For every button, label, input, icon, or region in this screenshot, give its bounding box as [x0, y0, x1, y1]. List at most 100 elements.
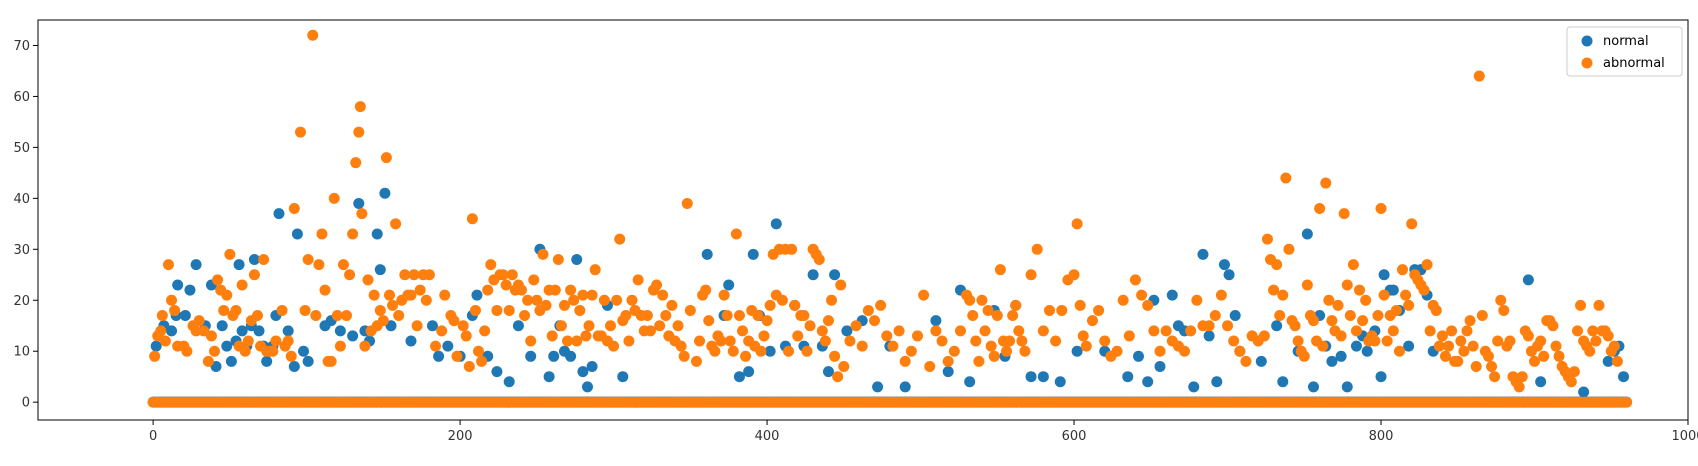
- abnormal-point: [399, 269, 411, 281]
- abnormal-point: [1433, 340, 1445, 352]
- normal-point: [1350, 340, 1362, 352]
- normal-point: [1223, 269, 1235, 281]
- abnormal-point: [675, 340, 687, 352]
- normal-point: [288, 360, 300, 372]
- abnormal-point: [1093, 304, 1105, 316]
- abnormal-point: [1568, 366, 1580, 378]
- abnormal-point: [1307, 315, 1319, 327]
- x-tick-label: 600: [1062, 429, 1087, 444]
- abnormal-point: [307, 29, 319, 41]
- normal-point: [1255, 355, 1267, 367]
- abnormal-point: [451, 350, 463, 362]
- abnormal-point: [1031, 243, 1043, 255]
- abnormal-point: [1529, 355, 1541, 367]
- abnormal-point: [1274, 310, 1286, 322]
- abnormal-point: [276, 304, 288, 316]
- normal-point: [405, 335, 417, 347]
- abnormal-point: [657, 289, 669, 301]
- abnormal-point: [190, 325, 202, 337]
- abnormal-point: [1037, 325, 1049, 337]
- normal-point: [548, 350, 560, 362]
- normal-point: [571, 253, 583, 265]
- abnormal-point: [589, 264, 601, 276]
- normal-point: [216, 320, 228, 332]
- abnormal-point: [1298, 350, 1310, 362]
- abnormal-point: [724, 335, 736, 347]
- abnormal-point: [1289, 320, 1301, 332]
- normal-point: [442, 340, 454, 352]
- abnormal-point: [1470, 360, 1482, 372]
- abnormal-point: [930, 325, 942, 337]
- normal-point: [291, 228, 303, 240]
- abnormal-point: [344, 269, 356, 281]
- abnormal-point: [1476, 310, 1488, 322]
- abnormal-point: [380, 152, 392, 164]
- abnormal-point: [899, 355, 911, 367]
- abnormal-point: [733, 310, 745, 322]
- abnormal-point: [1347, 259, 1359, 271]
- x-tick-label: 200: [448, 429, 473, 444]
- abnormal-point: [1357, 315, 1369, 327]
- abnormal-point: [466, 213, 478, 225]
- abnormal-point: [1222, 320, 1234, 332]
- abnormal-point: [316, 228, 328, 240]
- abnormal-point: [387, 299, 399, 311]
- abnormal-point: [341, 310, 353, 322]
- normal-point: [1229, 310, 1241, 322]
- abnormal-point: [356, 208, 368, 220]
- normal-point: [822, 366, 834, 378]
- abnormal-point: [1258, 330, 1270, 342]
- abnormal-point: [605, 320, 617, 332]
- abnormal-point: [1439, 350, 1451, 362]
- abnormal-point: [282, 335, 294, 347]
- normal-point: [491, 366, 503, 378]
- normal-point: [371, 228, 383, 240]
- y-tick-label: 0: [22, 396, 30, 411]
- abnormal-point: [911, 330, 923, 342]
- abnormal-point: [1461, 325, 1473, 337]
- abnormal-point: [1553, 350, 1565, 362]
- abnormal-point: [294, 126, 306, 138]
- abnormal-point: [485, 259, 497, 271]
- abnormal-point: [337, 259, 349, 271]
- abnormal-point: [1209, 310, 1221, 322]
- abnormal-point: [169, 304, 181, 316]
- abnormal-point: [1406, 218, 1418, 230]
- abnormal-point: [1099, 335, 1111, 347]
- abnormal-point: [568, 294, 580, 306]
- abnormal-point: [973, 355, 985, 367]
- abnormal-point: [641, 310, 653, 322]
- abnormal-point: [838, 360, 850, 372]
- abnormal-point: [924, 360, 936, 372]
- abnormal-point: [156, 310, 168, 322]
- abnormal-point: [1215, 289, 1227, 301]
- normal-point: [282, 325, 294, 337]
- abnormal-point: [1611, 355, 1623, 367]
- abnormal-point: [193, 315, 205, 327]
- abnormal-point: [205, 330, 217, 342]
- abnormal-point: [1338, 208, 1350, 220]
- abnormal-point: [491, 304, 503, 316]
- abnormal-point: [347, 228, 359, 240]
- abnormal-point: [224, 248, 236, 260]
- normal-point: [1218, 259, 1230, 271]
- abnormal-point: [555, 320, 567, 332]
- normal-point: [1326, 355, 1338, 367]
- abnormal-point: [970, 335, 982, 347]
- abnormal-point: [1424, 325, 1436, 337]
- abnormal-point: [1154, 345, 1166, 357]
- abnormal-point: [694, 335, 706, 347]
- abnormal-point: [1326, 315, 1338, 327]
- abnormal-point: [1590, 335, 1602, 347]
- abnormal-point: [546, 330, 558, 342]
- abnormal-point: [482, 284, 494, 296]
- abnormal-point: [942, 355, 954, 367]
- abnormal-point: [1397, 264, 1409, 276]
- abnormal-point: [1498, 304, 1510, 316]
- normal-point: [543, 371, 555, 383]
- abnormal-point: [1179, 345, 1191, 357]
- normal-point: [503, 376, 515, 388]
- abnormal-point: [540, 299, 552, 311]
- normal-point: [747, 248, 759, 260]
- normal-point: [764, 345, 776, 357]
